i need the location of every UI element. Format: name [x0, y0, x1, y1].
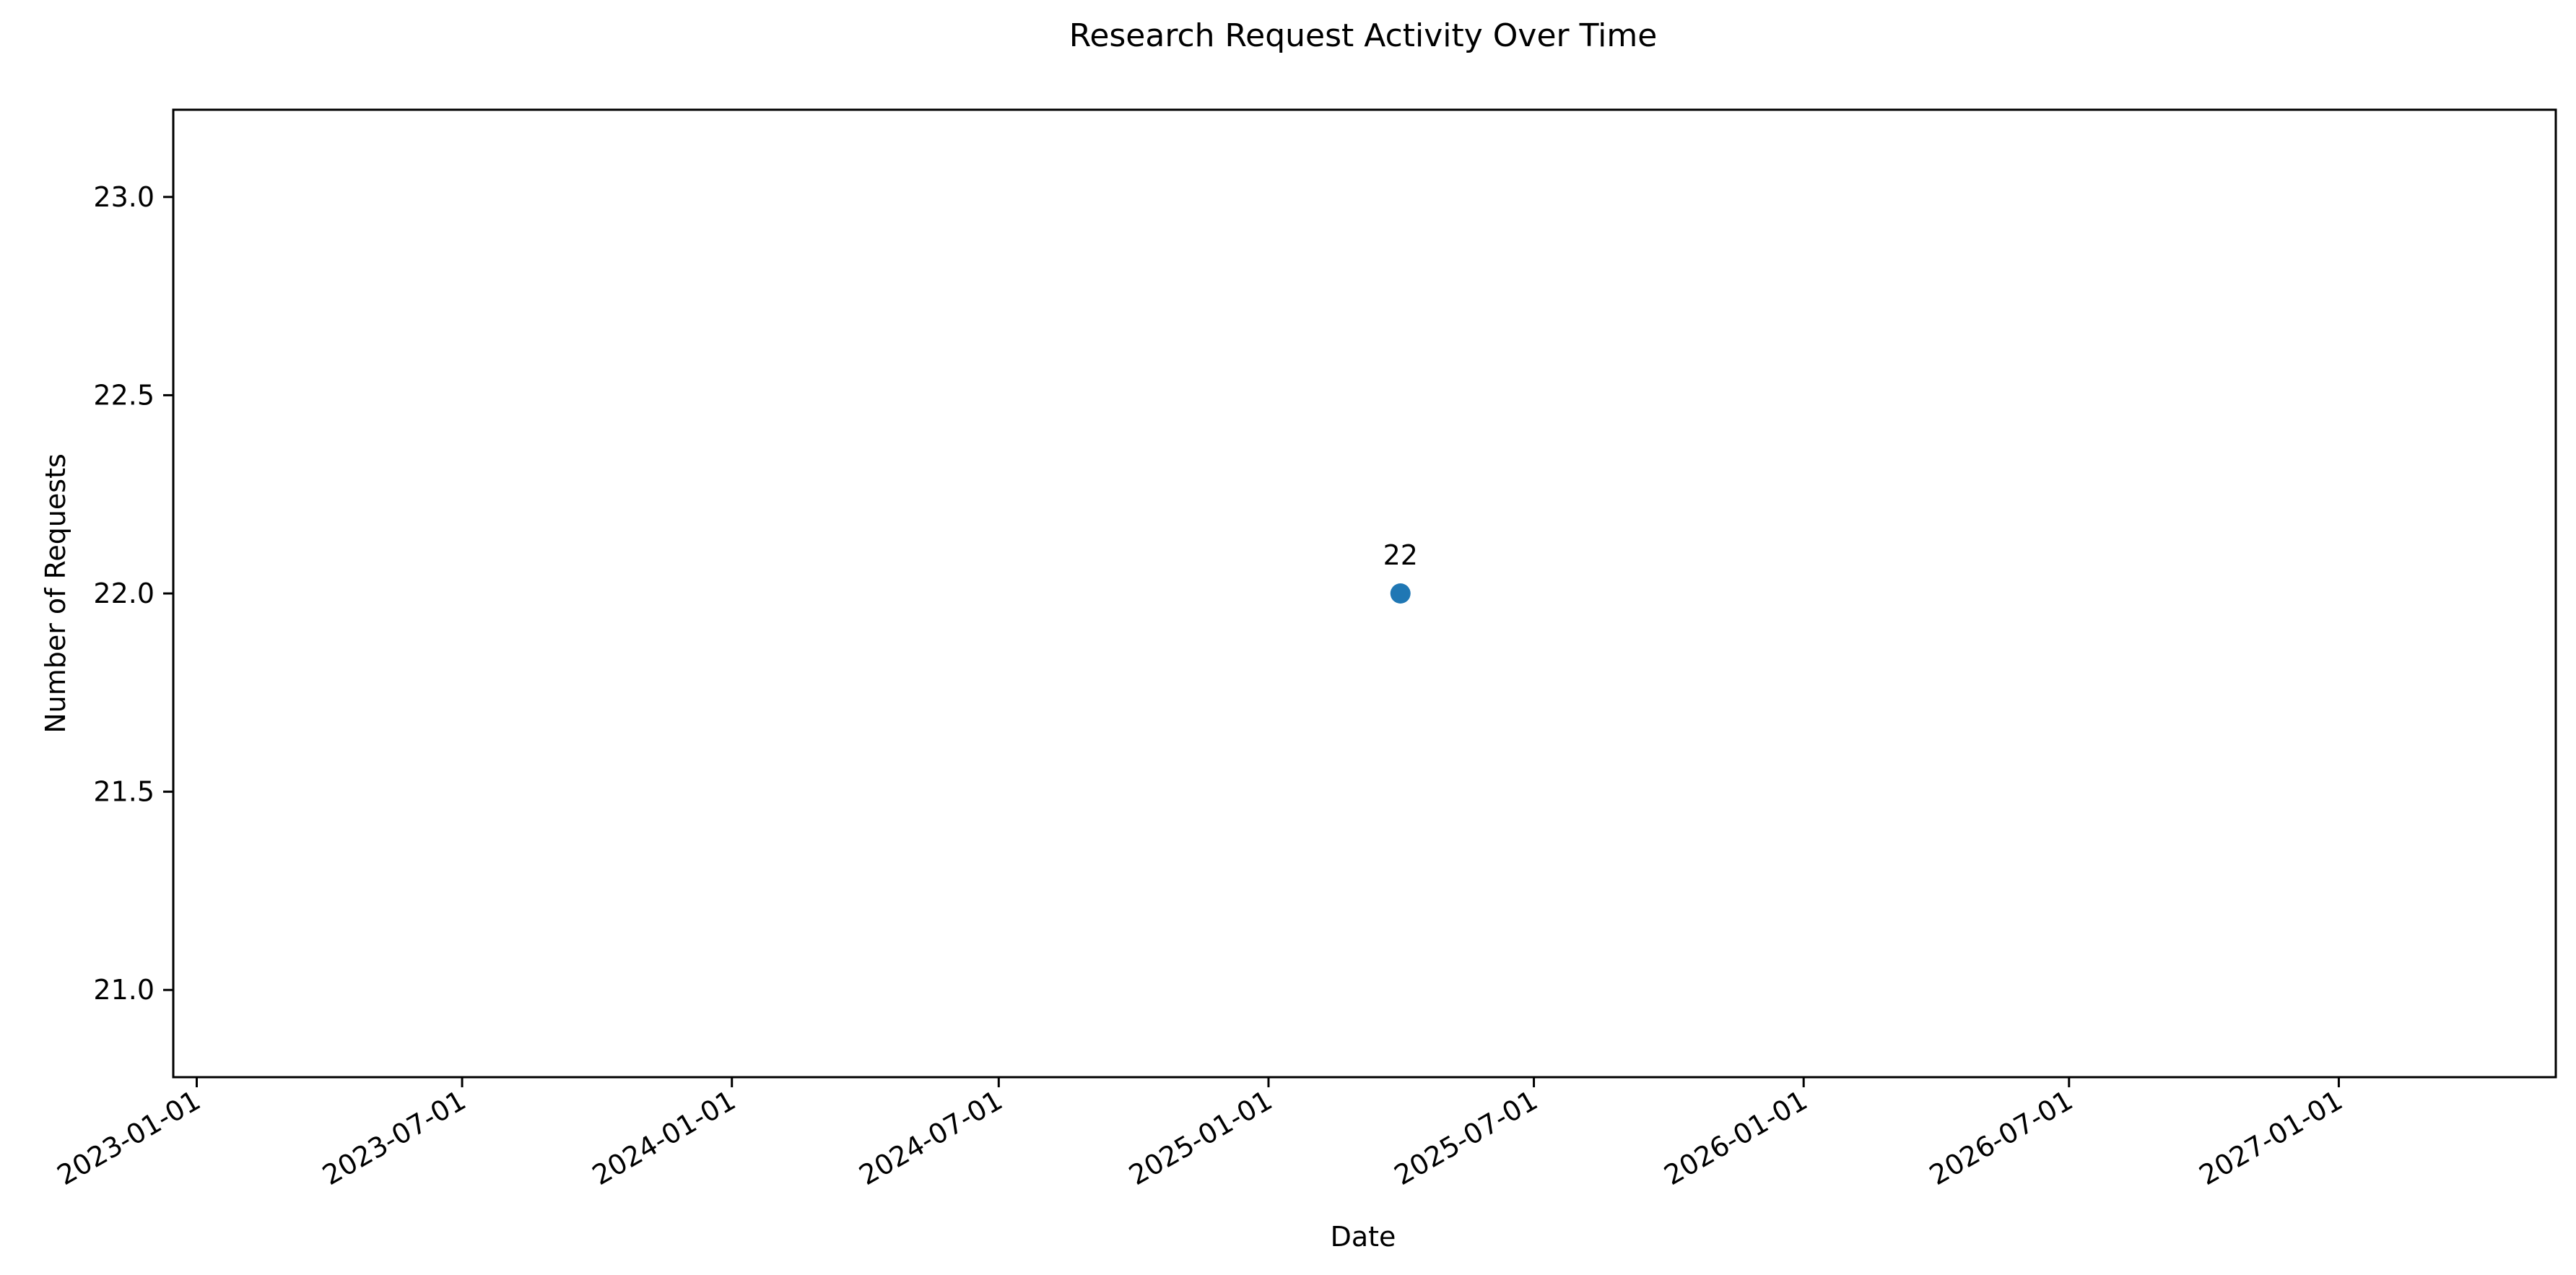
x-tick-label: 2026-07-01 — [1924, 1084, 2078, 1192]
y-axis-label: Number of Requests — [40, 453, 71, 734]
data-marks: 22 — [1383, 539, 1418, 604]
chart-title: Research Request Activity Over Time — [1069, 17, 1658, 54]
x-tick-label: 2023-01-01 — [52, 1084, 206, 1192]
y-tick-label: 21.0 — [93, 974, 155, 1006]
x-tick-label: 2025-01-01 — [1123, 1084, 1277, 1192]
y-tick-label: 21.5 — [93, 776, 155, 808]
x-tick-label: 2024-01-01 — [587, 1084, 741, 1192]
x-axis-label: Date — [1331, 1221, 1396, 1253]
x-tick-label: 2027-01-01 — [2194, 1084, 2348, 1192]
data-point — [1390, 583, 1411, 604]
x-tick-label: 2024-07-01 — [854, 1084, 1008, 1192]
plot-area — [172, 108, 2557, 1079]
x-tick-label: 2025-07-01 — [1389, 1084, 1543, 1192]
x-tick-label: 2026-01-01 — [1658, 1084, 1812, 1192]
y-tick-label: 22.5 — [93, 379, 155, 411]
x-axis: 2023-01-01 2023-07-01 2024-01-01 2024-07-01… — [52, 1077, 2348, 1191]
x-tick-label: 2023-07-01 — [317, 1084, 471, 1192]
data-label: 22 — [1383, 539, 1418, 571]
y-axis: 21.0 21.5 22.0 22.5 23.0 — [93, 181, 173, 1006]
y-tick-label: 22.0 — [93, 578, 155, 609]
y-tick-label: 23.0 — [93, 181, 155, 213]
axes-frame — [172, 108, 2557, 1079]
